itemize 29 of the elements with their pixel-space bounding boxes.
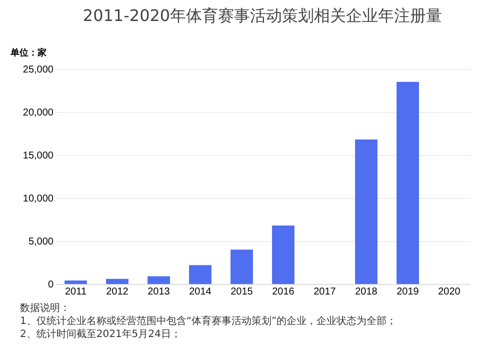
bar [230, 250, 253, 284]
y-tick-label: 15,000 [22, 150, 54, 162]
x-tick-label: 2015 [230, 286, 254, 298]
y-tick-label: 25,000 [22, 64, 54, 76]
x-tick-label: 2012 [106, 286, 129, 298]
y-tick-label: 10,000 [22, 194, 54, 204]
chart-title: 2011-2020年体育赛事活动策划相关企业年注册量 [82, 6, 442, 25]
bar [189, 265, 212, 284]
y-tick-label: 20,000 [22, 108, 54, 118]
x-tick-label: 2011 [64, 286, 87, 298]
bar [64, 280, 87, 284]
x-tick-label: 2020 [438, 286, 461, 298]
x-tick-label: 2017 [314, 286, 336, 298]
bar [148, 276, 170, 284]
bar [106, 278, 128, 284]
text: 2、统计时间截至2021年5月24日； [20, 328, 182, 341]
x-tick-label: 2016 [272, 286, 295, 298]
text: 1、仅统计企业名称或经营范围中包含“体育赛事活动策划”的企业，企业状态为全部； [20, 315, 398, 328]
bar [396, 82, 419, 284]
bar [355, 140, 378, 284]
x-tick-label: 2019 [396, 286, 420, 298]
text: 数据说明： [20, 302, 71, 315]
y-axis-title: 单位：家 [10, 48, 46, 58]
y-tick-label: 5,000 [28, 236, 54, 248]
x-tick-label: 2018 [355, 286, 378, 298]
bar [272, 226, 294, 284]
x-tick-label: 2014 [189, 286, 212, 298]
x-tick-label: 2013 [148, 286, 170, 298]
y-tick-label: 0 [48, 280, 54, 290]
